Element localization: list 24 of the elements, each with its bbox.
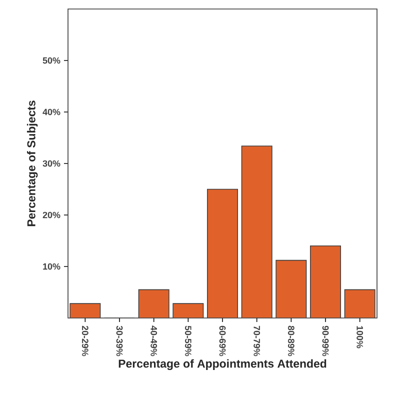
y-axis-title: Percentage of Subjects <box>26 100 38 226</box>
x-tick-label: 100% <box>356 326 364 348</box>
x-tick-label: 80-89% <box>288 326 294 356</box>
x-tick-label: 60-69% <box>219 326 226 356</box>
bar <box>310 246 341 318</box>
bar <box>70 304 100 318</box>
x-tick-label: 70-79% <box>254 326 260 356</box>
bar <box>173 304 204 318</box>
x-tick-label: 90-99% <box>322 326 329 356</box>
bar <box>276 260 306 318</box>
bar <box>207 189 238 318</box>
bar <box>242 146 272 318</box>
y-tick-label: 10% <box>43 263 60 270</box>
y-tick-label: 50% <box>42 57 60 64</box>
x-axis-title: Percentage of Appointments Attended <box>118 359 326 370</box>
y-tick-label: 40% <box>42 108 60 116</box>
x-tick-label: 20-29% <box>82 326 88 356</box>
x-tick-label: 40-49% <box>150 326 158 356</box>
x-tick-label: 50-59% <box>184 326 192 356</box>
y-tick-label: 20% <box>42 212 60 218</box>
bar <box>138 290 169 318</box>
x-tick-label: 30-39% <box>116 326 123 356</box>
bar <box>344 289 376 318</box>
y-tick-label: 30% <box>42 160 60 167</box>
